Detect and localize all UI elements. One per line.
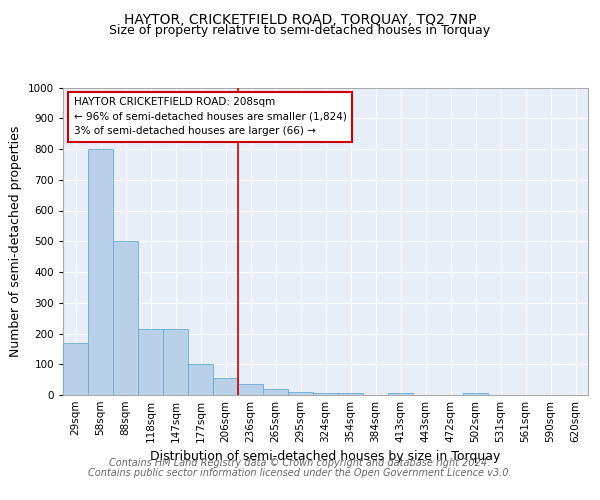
Bar — [338, 393, 363, 395]
Text: Contains HM Land Registry data © Crown copyright and database right 2024.: Contains HM Land Registry data © Crown c… — [109, 458, 491, 468]
Bar — [138, 329, 163, 395]
Bar — [238, 384, 263, 395]
Bar — [463, 392, 488, 395]
Text: Size of property relative to semi-detached houses in Torquay: Size of property relative to semi-detach… — [109, 24, 491, 37]
Bar — [388, 392, 413, 395]
Bar — [188, 364, 213, 395]
Text: HAYTOR, CRICKETFIELD ROAD, TORQUAY, TQ2 7NP: HAYTOR, CRICKETFIELD ROAD, TORQUAY, TQ2 … — [124, 12, 476, 26]
Bar — [313, 392, 338, 395]
Bar — [288, 392, 313, 395]
Bar — [88, 149, 113, 395]
X-axis label: Distribution of semi-detached houses by size in Torquay: Distribution of semi-detached houses by … — [151, 450, 500, 464]
Text: Contains public sector information licensed under the Open Government Licence v3: Contains public sector information licen… — [88, 468, 512, 477]
Bar — [163, 329, 188, 395]
Bar — [63, 342, 88, 395]
Bar — [113, 242, 138, 395]
Text: HAYTOR CRICKETFIELD ROAD: 208sqm
← 96% of semi-detached houses are smaller (1,82: HAYTOR CRICKETFIELD ROAD: 208sqm ← 96% o… — [74, 96, 346, 136]
Y-axis label: Number of semi-detached properties: Number of semi-detached properties — [9, 126, 22, 357]
Bar — [263, 389, 288, 395]
Bar — [213, 378, 238, 395]
